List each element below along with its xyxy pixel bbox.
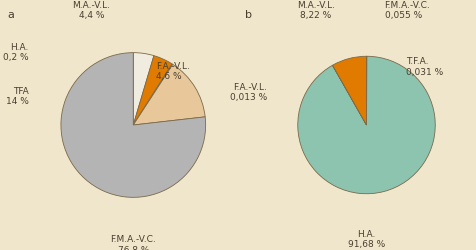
Text: H.A.
91,68 %: H.A. 91,68 %: [348, 230, 385, 249]
Wedge shape: [133, 56, 172, 125]
Text: M.A.-V.L.
4,4 %: M.A.-V.L. 4,4 %: [72, 1, 110, 20]
Text: T.F.A.
0,031 %: T.F.A. 0,031 %: [407, 58, 444, 77]
Wedge shape: [133, 64, 205, 125]
Wedge shape: [333, 65, 367, 125]
Wedge shape: [61, 53, 206, 197]
Text: F.M.A.-V.C.
76,8 %: F.M.A.-V.C. 76,8 %: [110, 236, 156, 250]
Text: M.A.-V.L.
8,22 %: M.A.-V.L. 8,22 %: [297, 1, 335, 20]
Text: F.A.-V.L.
4,6 %: F.A.-V.L. 4,6 %: [156, 62, 190, 82]
Wedge shape: [333, 56, 367, 125]
Text: H.A.
0,2 %: H.A. 0,2 %: [3, 43, 29, 62]
Text: F.M.A.-V.C.
0,055 %: F.M.A.-V.C. 0,055 %: [385, 1, 430, 20]
Text: b: b: [245, 10, 252, 20]
Text: a: a: [7, 10, 14, 20]
Text: TFA
14 %: TFA 14 %: [6, 87, 29, 106]
Wedge shape: [298, 56, 435, 194]
Text: F.A.-V.L.
0,013 %: F.A.-V.L. 0,013 %: [230, 83, 267, 102]
Wedge shape: [133, 53, 154, 125]
Wedge shape: [133, 64, 173, 125]
